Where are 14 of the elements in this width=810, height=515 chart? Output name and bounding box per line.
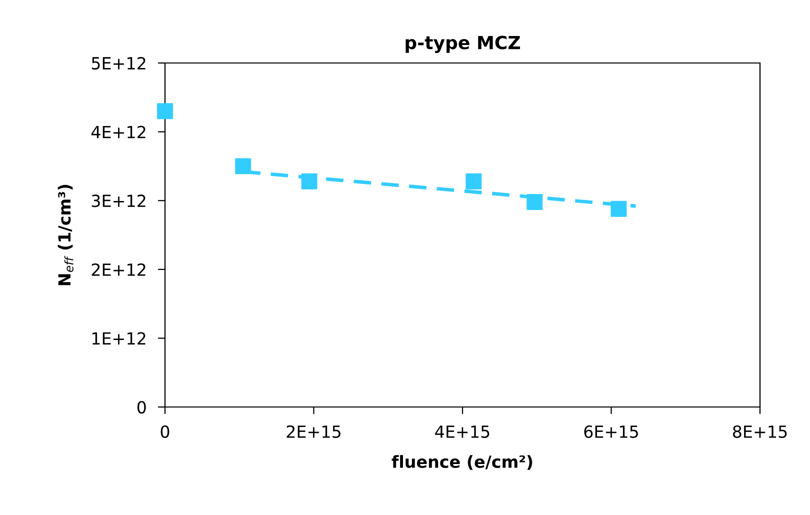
y-tick-label: 1E+12 — [92, 332, 146, 345]
y-tick-label: 3E+12 — [92, 194, 146, 208]
x-tick-label: 4E+15 — [435, 426, 490, 438]
x-tick-label: 2E+15 — [286, 425, 340, 438]
x-axis-title: fluence (e/cm²) — [392, 455, 532, 470]
y-tick-label: 0 — [137, 400, 146, 414]
y-tick-label: 4E+12 — [91, 126, 146, 138]
chart-title: p-type MCZ — [406, 36, 520, 54]
x-tick-label: 0 — [160, 425, 170, 438]
x-tick-label: 8E+15 — [732, 425, 787, 438]
x-tick-label: 6E+15 — [584, 425, 638, 438]
y-axis-title: N$_{eff}$ (1/cm³) — [58, 184, 74, 286]
y-tick-label: 2E+12 — [92, 263, 146, 276]
y-tick-label: 5E+12 — [92, 56, 146, 70]
